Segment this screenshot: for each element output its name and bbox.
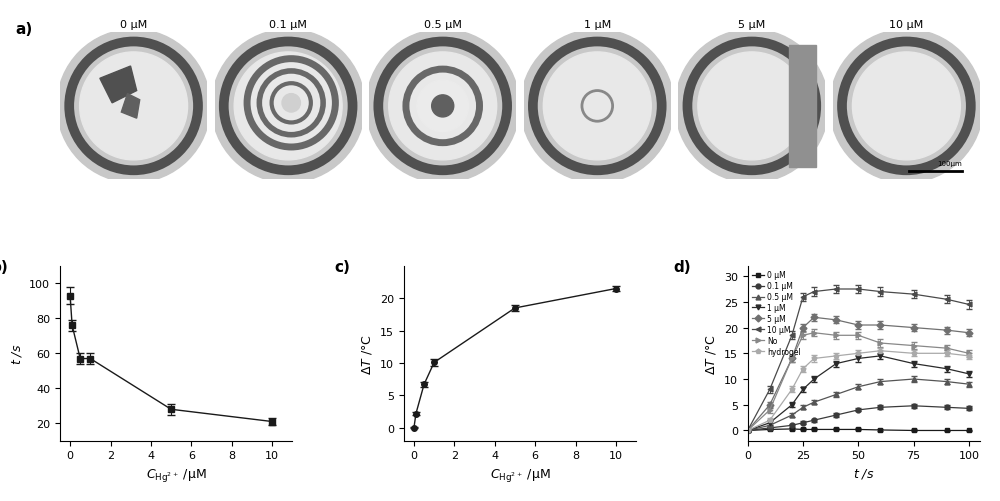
Circle shape	[234, 53, 342, 160]
Circle shape	[521, 30, 674, 183]
X-axis label: $t$ /s: $t$ /s	[853, 466, 875, 480]
Y-axis label: $\Delta T$ /°C: $\Delta T$ /°C	[360, 333, 374, 374]
Title: 10 μM: 10 μM	[889, 20, 924, 30]
Circle shape	[675, 30, 829, 183]
Circle shape	[389, 53, 497, 160]
Y-axis label: $t$ /s: $t$ /s	[10, 343, 24, 364]
Circle shape	[366, 30, 519, 183]
Polygon shape	[121, 94, 140, 119]
Text: a): a)	[16, 22, 33, 37]
Circle shape	[57, 30, 210, 183]
Text: 100μm: 100μm	[938, 161, 962, 167]
Circle shape	[80, 53, 188, 160]
Text: c): c)	[334, 260, 350, 275]
Text: b): b)	[0, 260, 8, 275]
X-axis label: $C_{\mathrm{Hg}^{2+}}$ /μM: $C_{\mathrm{Hg}^{2+}}$ /μM	[490, 466, 550, 483]
Title: 0.5 μM: 0.5 μM	[424, 20, 462, 30]
Title: 5 μM: 5 μM	[738, 20, 765, 30]
Polygon shape	[100, 67, 137, 104]
Circle shape	[830, 30, 983, 183]
Title: 1 μM: 1 μM	[584, 20, 611, 30]
Y-axis label: $\Delta T$ /°C: $\Delta T$ /°C	[704, 333, 718, 374]
Polygon shape	[789, 46, 816, 168]
Circle shape	[282, 94, 300, 113]
Circle shape	[417, 81, 468, 132]
X-axis label: $C_{\mathrm{Hg}^{2+}}$ /μM: $C_{\mathrm{Hg}^{2+}}$ /μM	[146, 466, 206, 483]
Title: 0 μM: 0 μM	[120, 20, 147, 30]
Circle shape	[698, 53, 806, 160]
Title: 0.1 μM: 0.1 μM	[269, 20, 307, 30]
Circle shape	[432, 96, 454, 118]
Circle shape	[543, 53, 651, 160]
Legend: 0 μM, 0.1 μM, 0.5 μM, 1 μM, 5 μM, 10 μM, No, hydrogel: 0 μM, 0.1 μM, 0.5 μM, 1 μM, 5 μM, 10 μM,…	[749, 268, 804, 359]
Text: d): d)	[673, 260, 691, 275]
Circle shape	[211, 30, 365, 183]
Circle shape	[852, 53, 960, 160]
